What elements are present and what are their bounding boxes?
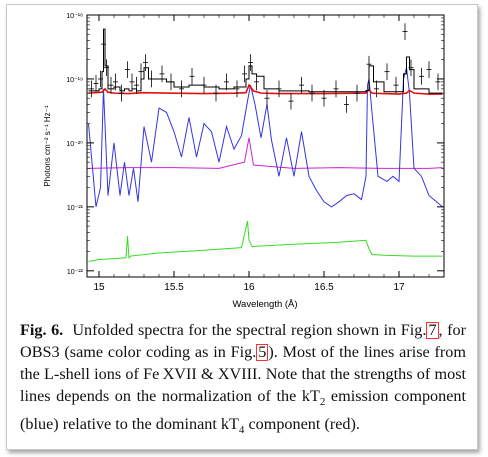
- caption-text-5: component (red).: [244, 415, 360, 434]
- data-point: [276, 80, 282, 98]
- subscript-4: 4: [238, 424, 245, 437]
- data-point: [374, 80, 379, 98]
- series-line-magenta: [88, 137, 443, 169]
- data-point: [93, 75, 99, 92]
- series-line-total: [88, 28, 443, 94]
- data-point: [129, 73, 135, 91]
- data-point: [189, 67, 195, 85]
- y-tick-label: 10⁻¹⁹: [66, 77, 83, 84]
- plot-frame: [86, 14, 445, 278]
- data-point: [426, 61, 432, 78]
- data-point: [134, 76, 139, 94]
- data-point: [435, 73, 441, 91]
- y-tick-label: 10⁻¹⁸: [66, 13, 83, 20]
- y-tick-label: 10⁻²⁰: [66, 140, 83, 148]
- data-point: [288, 92, 294, 110]
- data-point: [125, 61, 130, 78]
- data-point: [419, 67, 424, 85]
- data-point: [354, 84, 360, 102]
- data-point: [242, 65, 247, 83]
- data-point: [143, 54, 148, 71]
- data-point: [201, 76, 207, 94]
- caption-text-1: Unfolded spectra for the spectral region…: [72, 321, 427, 339]
- data-point: [213, 84, 219, 102]
- data-point: [366, 55, 372, 73]
- y-tick-label: 10⁻²²: [67, 269, 84, 276]
- data-point: [264, 89, 270, 107]
- figure-ref-5[interactable]: 5: [256, 343, 269, 361]
- data-point: [101, 35, 106, 53]
- series-line-kT4: [88, 83, 443, 95]
- subscript-2: 2: [319, 396, 326, 409]
- data-point: [384, 63, 390, 80]
- data-point: [149, 70, 154, 88]
- data-point: [344, 96, 349, 113]
- caption-text-2: , for OBS3 (same color coding as in Fig.: [20, 321, 467, 361]
- data-point: [113, 73, 118, 91]
- spectrum-chart: 15 15.5 16 16.5 1710⁻¹⁸10⁻¹⁹10⁻²⁰10⁻²¹10⁻²² …: [43, 13, 445, 310]
- data-point: [168, 73, 174, 91]
- x-tick-label: 17: [393, 282, 405, 293]
- x-tick-label: 16: [243, 282, 255, 293]
- data-point: [98, 70, 103, 88]
- figure-label: Fig. 6.: [20, 321, 64, 339]
- data-point: [104, 59, 109, 77]
- data-point: [299, 76, 304, 94]
- figure-frame: [6, 4, 478, 450]
- caption-text-4: emission component (blue) relative to th…: [20, 387, 467, 434]
- data-point: [234, 80, 240, 98]
- data-point: [119, 84, 124, 102]
- data-point: [393, 76, 399, 94]
- figure-caption: Fig. 6. Unfolded spectra for the spectra…: [20, 319, 466, 441]
- data-point: [402, 23, 408, 40]
- data-point: [224, 73, 229, 91]
- x-tick-label: 15: [93, 282, 105, 293]
- data-point: [248, 54, 253, 71]
- data-point: [333, 80, 339, 98]
- caption-text-3: ). Most of the lines arise from the L-sh…: [20, 343, 466, 405]
- data-point: [321, 89, 327, 107]
- data-point: [159, 65, 165, 83]
- y-axis-label: Photons cm⁻² s⁻¹ Hz⁻¹: [43, 105, 52, 186]
- x-tick-label: 16.5: [314, 282, 334, 293]
- data-point: [138, 63, 144, 80]
- data-point: [254, 73, 259, 91]
- data-point: [309, 84, 315, 102]
- figure-ref-7[interactable]: 7: [426, 321, 439, 339]
- data-point: [108, 76, 114, 94]
- data-point: [179, 80, 184, 98]
- series-line-green: [88, 220, 443, 262]
- x-axis-label: Wavelength (Å): [232, 299, 297, 310]
- data-point: [408, 59, 414, 77]
- y-tick-label: 10⁻²¹: [67, 205, 84, 212]
- x-tick-label: 15.5: [164, 282, 184, 293]
